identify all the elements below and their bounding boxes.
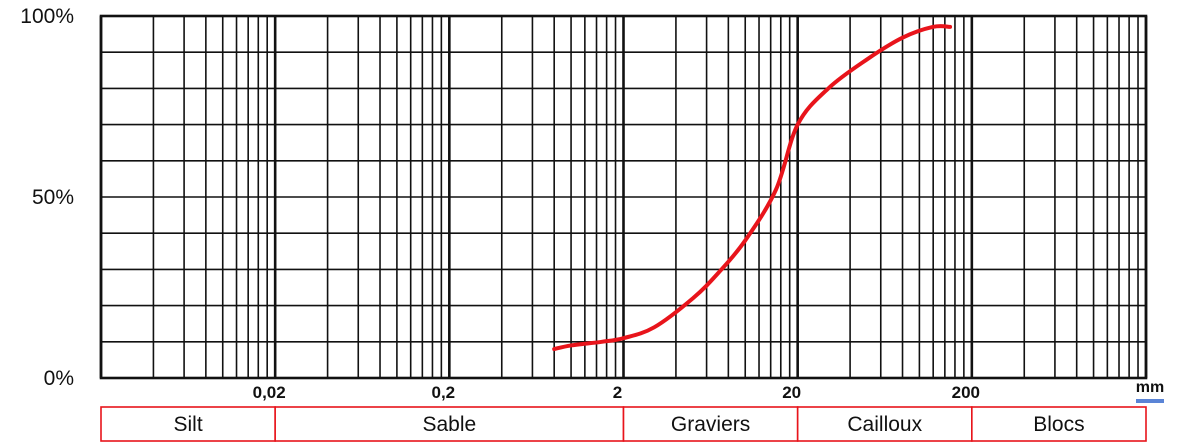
- band-cell: [100, 406, 276, 442]
- y-tick-label: 50%: [32, 186, 74, 209]
- band-label: Sable: [422, 413, 476, 436]
- plot-frame: [99, 14, 1148, 380]
- x-tick-label: 0,02: [253, 383, 286, 402]
- band-label: Blocs: [1033, 413, 1084, 436]
- y-axis-ticks: 0% 50% 100%: [20, 5, 74, 390]
- x-tick-label: 0,2: [432, 383, 456, 402]
- grid-major-lines: [99, 14, 1148, 380]
- x-axis-ticks: 0,02 0,2 2 20 200: [253, 383, 980, 402]
- x-unit-label: mm: [1136, 379, 1164, 396]
- band-label: Cailloux: [847, 413, 922, 436]
- band-cell: [274, 406, 625, 442]
- band-label: Graviers: [671, 413, 750, 436]
- band-label: Silt: [173, 413, 202, 436]
- y-tick-label: 100%: [20, 5, 74, 28]
- band-cell: [622, 406, 799, 442]
- grading-curve: [552, 24, 953, 352]
- grain-size-bands: Silt Sable Graviers Cailloux Blocs: [100, 406, 1147, 442]
- band-cell: [796, 406, 973, 442]
- x-tick-label: 2: [613, 383, 622, 402]
- x-tick-label: 200: [952, 383, 980, 402]
- band-cell: [971, 406, 1147, 442]
- x-tick-label: 20: [782, 383, 801, 402]
- y-tick-label: 0%: [44, 367, 74, 390]
